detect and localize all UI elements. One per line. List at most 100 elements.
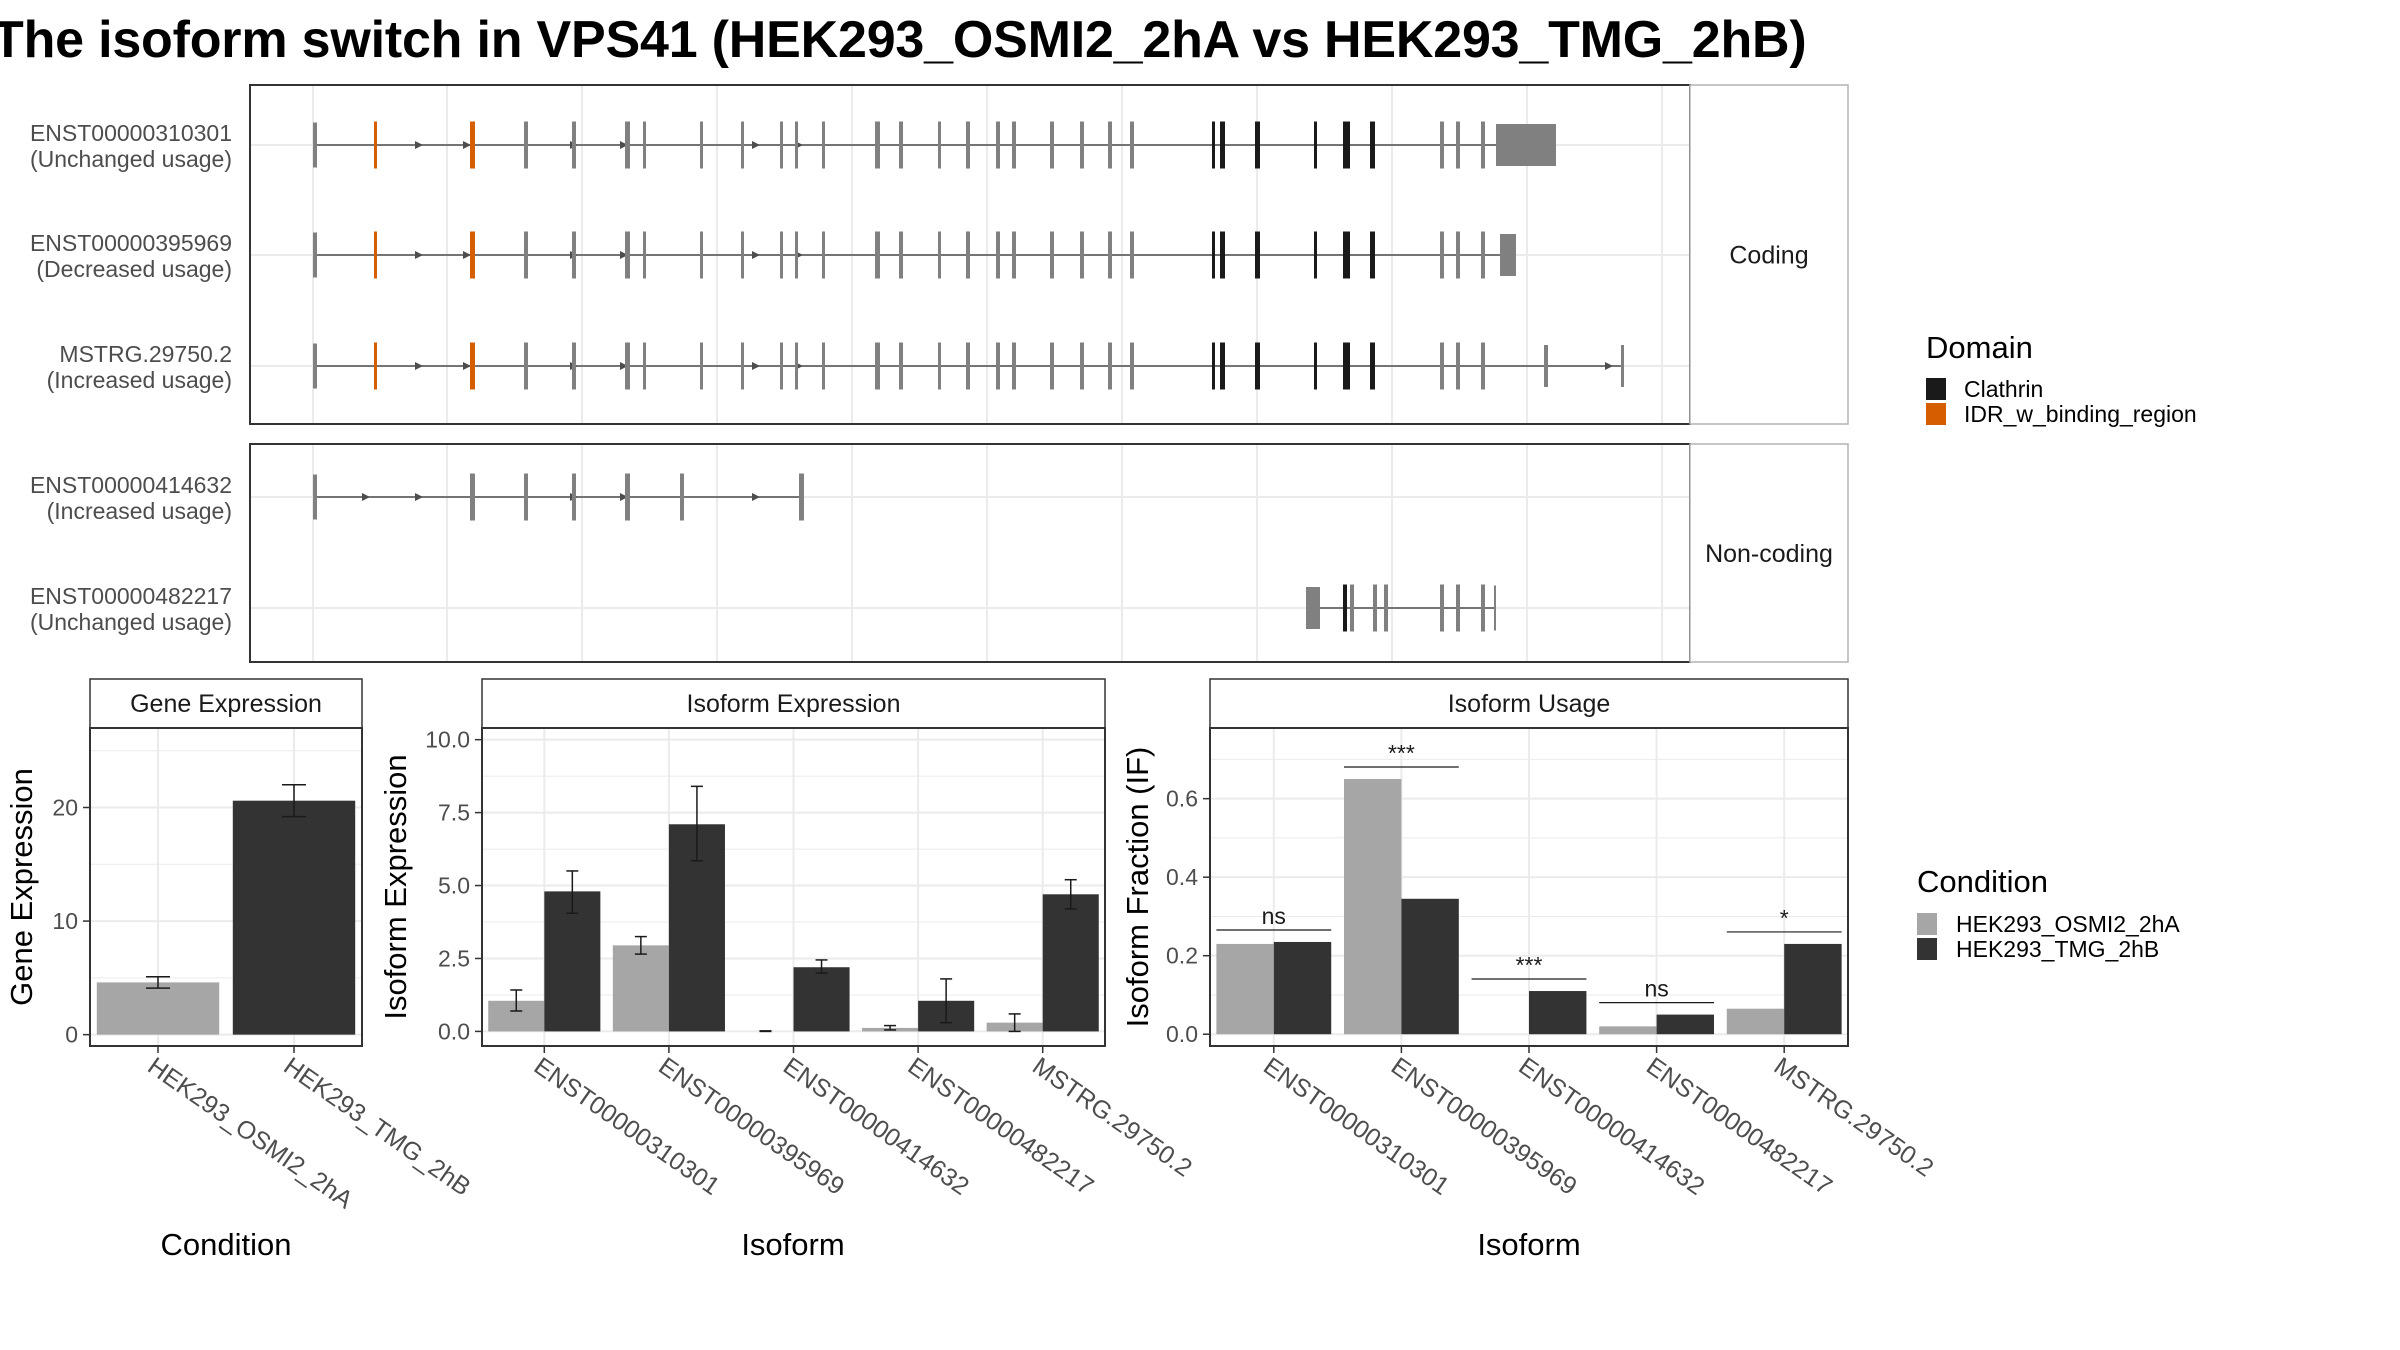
x-axis-title: Isoform [741, 1227, 844, 1262]
exon [1494, 585, 1496, 631]
bar [793, 967, 850, 1032]
x-axis-title: Condition [161, 1227, 292, 1262]
exon [1255, 121, 1260, 169]
exon [1012, 342, 1016, 390]
exon [1255, 342, 1260, 390]
exon [875, 231, 880, 279]
condition-legend-label: HEK293_OSMI2_2hA [1956, 911, 2180, 937]
transcript-id-label: ENST00000414632 [30, 472, 232, 498]
exon [470, 231, 475, 279]
exon [1481, 231, 1485, 279]
facet-label: Coding [1729, 242, 1808, 270]
exon [313, 343, 317, 389]
y-tick-label: 0.2 [1166, 943, 1198, 969]
domain-legend-title: Domain [1926, 330, 2033, 365]
exon [1350, 584, 1354, 632]
exon [572, 121, 576, 169]
y-tick-label: 7.5 [438, 800, 470, 826]
strand-arrow [620, 362, 628, 370]
domain-legend-key [1926, 403, 1946, 425]
strand-arrow [463, 362, 471, 370]
exon [572, 473, 576, 521]
bar [96, 982, 220, 1035]
facet-strip [1689, 443, 1849, 663]
exon [938, 231, 941, 279]
exon [524, 121, 528, 169]
exon [1212, 121, 1215, 169]
exon [1373, 584, 1377, 632]
y-tick-label: 0.6 [1166, 786, 1198, 812]
exon [1212, 231, 1215, 279]
panel-title: Isoform Usage [1448, 690, 1611, 718]
y-tick-label: 0 [65, 1022, 78, 1048]
exon [700, 231, 703, 279]
exon [1440, 121, 1444, 169]
exon [680, 473, 684, 521]
exon [1255, 231, 1260, 279]
bar [1656, 1014, 1715, 1035]
exon [1080, 231, 1084, 279]
panel-strip [481, 678, 1106, 729]
figure-title: The isoform switch in VPS41 (HEK293_OSMI… [0, 11, 1807, 69]
exon [1343, 342, 1350, 390]
panel-strip [89, 678, 363, 729]
exon [899, 231, 903, 279]
y-axis-title: Gene Expression [4, 768, 39, 1006]
exon [1621, 345, 1624, 387]
exon [875, 342, 880, 390]
exon [1456, 342, 1460, 390]
exon [780, 231, 783, 279]
exon [1343, 584, 1347, 632]
exon [1456, 231, 1460, 279]
domain-legend-key [1926, 378, 1946, 400]
exon [966, 231, 970, 279]
y-tick-label: 5.0 [438, 873, 470, 899]
exon [938, 121, 941, 169]
exon [780, 121, 783, 169]
strand-arrow [752, 251, 760, 259]
exon [1440, 584, 1444, 632]
exon [1108, 342, 1112, 390]
exon [625, 342, 630, 390]
significance-label: * [1780, 905, 1789, 931]
exon [1130, 121, 1134, 169]
exon [524, 231, 528, 279]
exon [741, 121, 744, 169]
exon [1220, 231, 1225, 279]
exon [795, 231, 798, 279]
exon [700, 342, 703, 390]
exon [625, 231, 630, 279]
exon [1500, 234, 1516, 276]
significance-label: *** [1516, 952, 1543, 978]
panel-title: Isoform Expression [687, 690, 901, 718]
condition-legend-label: HEK293_TMG_2hB [1956, 936, 2159, 962]
exon [799, 473, 804, 521]
exon [795, 121, 798, 169]
x-axis-title: Isoform [1477, 1227, 1580, 1262]
exon [1130, 231, 1134, 279]
exon [313, 122, 317, 168]
exon [1370, 121, 1375, 169]
exon [795, 342, 798, 390]
panel-border [89, 727, 363, 1047]
exon [313, 474, 317, 520]
significance-label: *** [1388, 740, 1415, 766]
y-tick-label: 2.5 [438, 945, 470, 971]
exon [1456, 584, 1460, 632]
exon [1343, 121, 1350, 169]
exon [625, 121, 630, 169]
strand-arrow [620, 251, 628, 259]
exon [1440, 231, 1444, 279]
exon [1314, 121, 1317, 169]
transcript-usage-label: (Unchanged usage) [30, 146, 232, 172]
exon [899, 342, 903, 390]
bar [1343, 779, 1402, 1035]
transcript-id-label: ENST00000482217 [30, 583, 232, 609]
exon [1220, 121, 1225, 169]
exon [1050, 342, 1054, 390]
exon [1108, 121, 1112, 169]
exon [822, 231, 825, 279]
exon [572, 342, 576, 390]
strand-arrow [463, 251, 471, 259]
exon [313, 232, 317, 278]
